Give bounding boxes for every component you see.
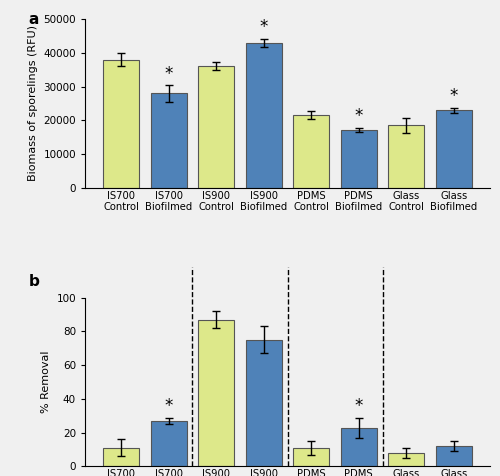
Text: *: * [450,87,458,105]
Text: *: * [164,65,173,82]
Text: *: * [354,108,363,125]
Bar [198,66,234,188]
Bar [246,43,282,188]
Bar [151,93,186,188]
Bar [388,125,424,188]
Text: *: * [260,18,268,36]
Y-axis label: % Removal: % Removal [41,351,51,413]
Bar [436,110,472,188]
Text: b: b [28,274,39,289]
Bar [104,448,139,466]
Bar [388,453,424,466]
Text: *: * [354,397,363,415]
Bar [246,340,282,466]
Bar [341,130,376,188]
Bar [436,446,472,466]
Bar [198,319,234,466]
Bar [294,448,329,466]
Bar [151,421,186,466]
Bar [341,427,376,466]
Bar [104,60,139,188]
Text: *: * [164,397,173,415]
Text: a: a [28,12,38,27]
Bar [294,115,329,188]
Y-axis label: Biomass of sporelings (RFU): Biomass of sporelings (RFU) [28,25,38,181]
